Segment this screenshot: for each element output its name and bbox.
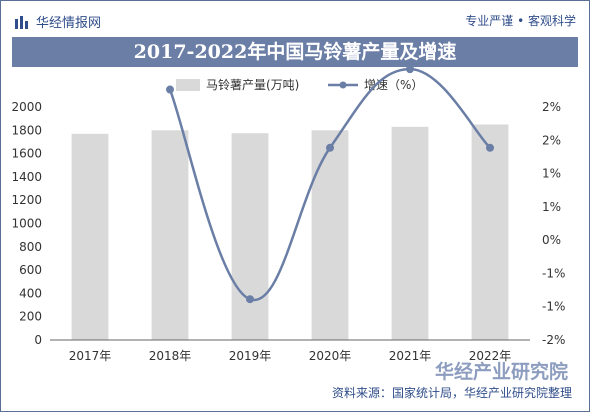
- x-tick-label: 2017年: [69, 349, 112, 363]
- y-right-tick-label: 2%: [542, 133, 561, 147]
- y-right-tick-label: 1%: [542, 200, 561, 214]
- x-tick-label: 2021年: [389, 349, 432, 363]
- y-left-tick-label: 800: [19, 240, 42, 254]
- legend-item-production: 马铃薯产量(万吨): [176, 76, 299, 93]
- y-right-tick-label: -2%: [542, 333, 565, 347]
- y-left-tick-label: 1400: [11, 170, 42, 184]
- y-left-tick-label: 1600: [11, 147, 42, 161]
- y-left-tick-label: 400: [19, 286, 42, 300]
- slogan: 专业严谨 • 客观科学: [465, 14, 576, 28]
- bar-2019年: [231, 133, 269, 340]
- bar-2018年: [151, 130, 189, 340]
- brand-name: 华经情报网: [36, 16, 102, 31]
- y-right-tick-label: -1%: [542, 266, 565, 280]
- chart-title: 2017-2022年中国马铃薯产量及增速: [12, 37, 578, 67]
- y-left-tick-label: 1200: [11, 193, 42, 207]
- brand: 华经情报网: [14, 12, 101, 31]
- y-right-tick-label: -1%: [542, 300, 565, 314]
- bar-2020年: [311, 130, 349, 340]
- y-left-tick-label: 0: [34, 333, 42, 347]
- header-bar: 华经情报网 专业严谨 • 客观科学: [0, 0, 590, 36]
- growth-point: [326, 143, 334, 152]
- y-left-tick-label: 1000: [11, 217, 42, 231]
- bar-2022年: [471, 124, 509, 340]
- x-tick-label: 2020年: [309, 349, 352, 363]
- y-right-tick-label: 0%: [542, 233, 561, 247]
- bar-2021年: [391, 126, 429, 341]
- watermark: 华经产业研究院: [434, 361, 568, 383]
- x-tick-label: 2022年: [469, 349, 512, 363]
- y-left-tick-label: 600: [19, 263, 42, 277]
- growth-point: [486, 143, 494, 152]
- x-tick-label: 2018年: [149, 349, 192, 363]
- bar-2017年: [71, 133, 109, 340]
- legend: 马铃薯产量(万吨) 增速（%）: [0, 74, 590, 94]
- growth-line: [168, 67, 491, 302]
- x-tick-label: 2019年: [229, 349, 272, 363]
- growth-point: [406, 65, 414, 74]
- legend-swatch-line: [328, 81, 358, 88]
- legend-swatch-bar: [176, 78, 200, 91]
- y-right-tick-label: 2%: [542, 100, 561, 114]
- y-left-tick-label: 2000: [11, 100, 42, 114]
- source-note: 资料来源：国家统计局，华经产业研究院整理: [331, 386, 572, 400]
- growth-point: [166, 85, 174, 94]
- y-left-tick-label: 200: [19, 310, 42, 324]
- legend-label-production: 马铃薯产量(万吨): [206, 78, 300, 92]
- growth-point: [246, 295, 254, 304]
- y-left-tick-label: 1800: [11, 123, 42, 137]
- logo-icon: [15, 15, 28, 29]
- y-right-tick-label: 1%: [542, 167, 561, 181]
